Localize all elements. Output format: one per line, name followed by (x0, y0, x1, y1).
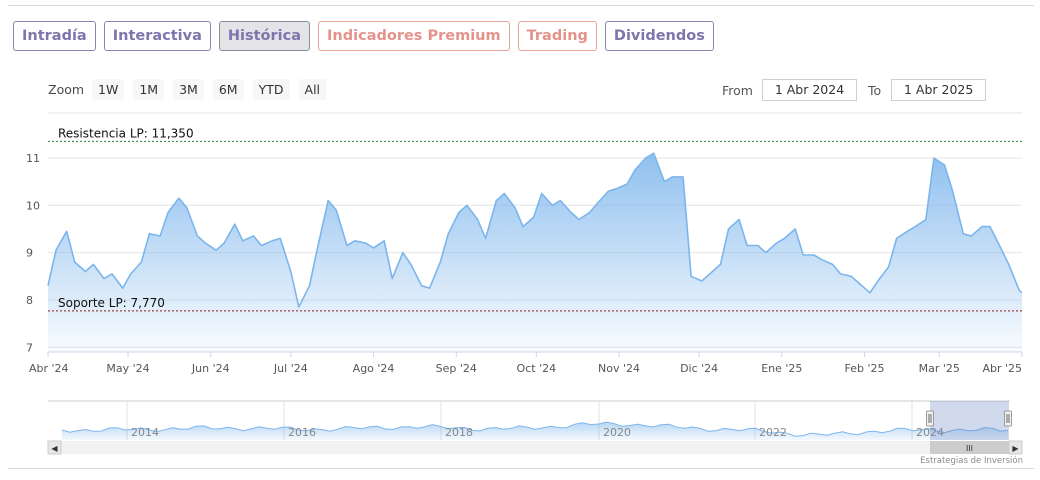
zoom-1m-button[interactable]: 1M (133, 79, 165, 100)
navigator-handle[interactable] (1004, 410, 1012, 427)
chart-tabs: Intradía Interactiva Histórica Indicadores … (13, 21, 714, 51)
x-tick-label: Ago '24 (353, 362, 395, 375)
navigator-year-label: 2016 (288, 426, 316, 439)
tab-4[interactable]: Trading (517, 21, 597, 51)
zoom-ytd-button[interactable]: YTD (252, 79, 290, 100)
zoom-6m-button[interactable]: 6M (212, 79, 244, 100)
zoom-selector: Zoom 1W 1M 3M 6M YTD All (48, 79, 335, 100)
navigator-selection[interactable] (930, 401, 1009, 440)
navigator-handle[interactable] (926, 410, 934, 427)
x-tick-label: Ene '25 (761, 362, 802, 375)
bottom-divider (8, 468, 1034, 469)
tab-5[interactable]: Dividendos (604, 21, 714, 51)
zoom-3m-button[interactable]: 3M (173, 79, 204, 100)
y-tick-label: 7 (26, 341, 33, 354)
scroll-right-arrow-icon: ▶ (1012, 444, 1019, 453)
zoom-1w-button[interactable]: 1W (92, 79, 125, 100)
x-tick-label: Sep '24 (436, 362, 477, 375)
tab-3[interactable]: Indicadores Premium (318, 21, 510, 51)
to-label: To (867, 82, 882, 98)
scrollbar-right-button[interactable] (1008, 440, 1023, 455)
navigator-year-label: 2018 (445, 426, 473, 439)
from-label: From (722, 82, 753, 98)
y-tick-label: 11 (26, 152, 40, 165)
scroll-left-arrow-icon: ◀ (51, 444, 58, 453)
support-label: Soporte LP: 7,770 (58, 296, 165, 310)
y-tick-label: 8 (26, 294, 33, 307)
tab-0[interactable]: Intradía (13, 21, 96, 51)
top-divider (8, 5, 1034, 6)
x-tick-label: Oct '24 (517, 362, 557, 375)
x-tick-label: May '24 (106, 362, 149, 375)
navigator-line (61, 421, 1009, 437)
y-tick-label: 9 (26, 247, 33, 260)
credit-text: Estrategias de Inversión (920, 456, 1023, 466)
to-date-input[interactable]: 1 Abr 2025 (891, 79, 987, 101)
tab-2[interactable]: Histórica (218, 21, 311, 51)
x-tick-label: Abr '24 (29, 362, 69, 375)
navigator-year-label: 2024 (916, 426, 944, 439)
y-tick-label: 10 (26, 199, 40, 212)
scrollbar-track[interactable] (48, 441, 1022, 454)
scrollbar-thumb[interactable] (930, 441, 1009, 454)
navigator-year-label: 2020 (603, 426, 631, 439)
scrollbar-left-button[interactable] (47, 440, 62, 455)
price-area (48, 153, 1022, 352)
navigator-year-label: 2014 (131, 426, 159, 439)
from-date-input[interactable]: 1 Abr 2024 (761, 79, 857, 101)
x-tick-label: Mar '25 (919, 362, 960, 375)
resistance-label: Resistencia LP: 11,350 (58, 126, 194, 140)
navigator-year-label: 2022 (759, 426, 787, 439)
tab-1[interactable]: Interactiva (103, 21, 211, 51)
navigator-area (62, 422, 1008, 440)
x-tick-label: Abr '25 (982, 362, 1022, 375)
x-tick-label: Dic '24 (680, 362, 718, 375)
date-range: From 1 Abr 2024 To 1 Abr 2025 (722, 79, 987, 101)
zoom-label: Zoom (48, 82, 85, 97)
x-tick-label: Jun '24 (191, 362, 230, 375)
scrollbar-grip-icon: III (966, 444, 973, 453)
x-tick-label: Nov '24 (598, 362, 640, 375)
price-line (47, 152, 1023, 308)
zoom-all-button[interactable]: All (298, 79, 327, 100)
x-tick-label: Jul '24 (273, 362, 308, 375)
x-tick-label: Feb '25 (845, 362, 885, 375)
